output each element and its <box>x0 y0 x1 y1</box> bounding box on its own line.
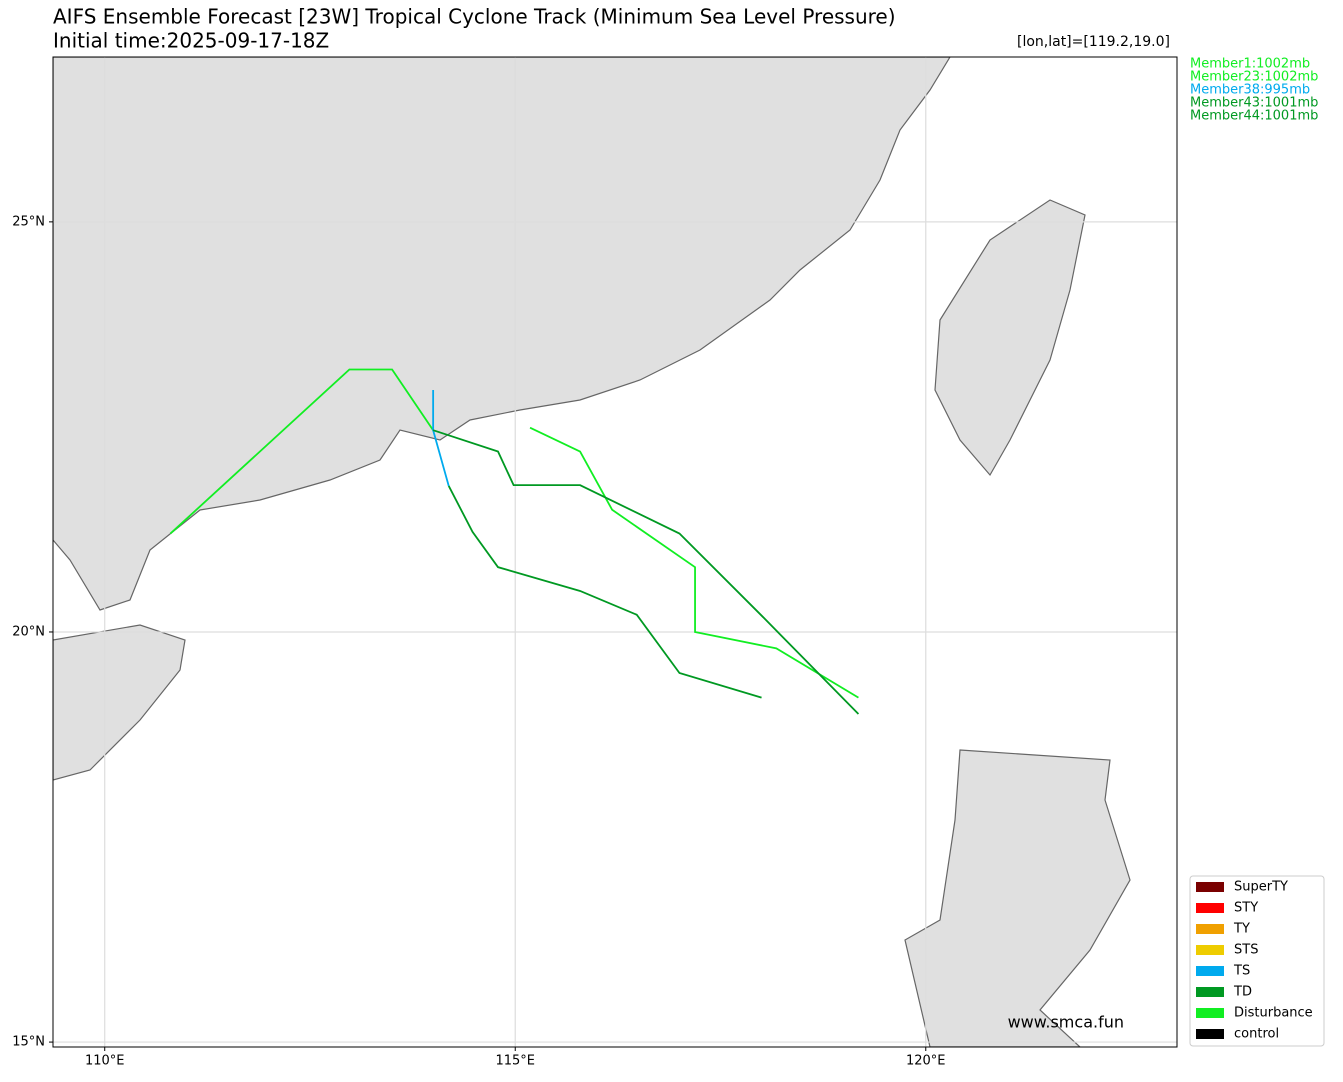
member-label: Member1:1002mb <box>1190 57 1310 72</box>
legend-label: TD <box>1233 985 1252 1000</box>
chart-subtitle: Initial time:2025-09-17-18Z <box>53 29 329 53</box>
annotation: [lon,lat]=[119.2,19.0] <box>1017 34 1170 50</box>
y-tick-label: 20°N <box>12 624 45 639</box>
legend-swatch <box>1196 1008 1224 1018</box>
grid <box>53 57 1177 1047</box>
legend-swatch <box>1196 903 1224 913</box>
track-line <box>432 429 860 715</box>
legend-label: control <box>1234 1027 1279 1042</box>
member-label: Member43:1001mb <box>1190 96 1318 111</box>
track-line <box>529 426 859 699</box>
legend-swatch <box>1196 882 1224 892</box>
legend-label: STY <box>1234 901 1258 916</box>
tracks <box>169 368 860 715</box>
x-tick-label: 110°E <box>85 1054 125 1069</box>
legend-box <box>1189 875 1325 1047</box>
legend-swatch <box>1196 945 1224 955</box>
land <box>53 57 1131 1047</box>
watermark: www.smca.fun <box>1008 1013 1124 1032</box>
legend-swatch <box>1196 987 1224 997</box>
member-label: Member38:995mb <box>1190 83 1310 98</box>
x-tick-label: 115°E <box>495 1054 535 1069</box>
member-label: Member23:1002mb <box>1190 70 1318 85</box>
legend-label: Disturbance <box>1234 1006 1313 1021</box>
map-frame <box>52 56 1178 1048</box>
legend-label: SuperTY <box>1234 880 1288 895</box>
legend-swatch <box>1196 924 1224 934</box>
y-tick-label: 15°N <box>12 1035 45 1050</box>
legend-swatch <box>1196 966 1224 976</box>
track-line <box>447 485 762 699</box>
legend-label: TS <box>1233 964 1250 979</box>
track-line <box>169 368 434 535</box>
chart-title: AIFS Ensemble Forecast [23W] Tropical Cy… <box>53 5 896 29</box>
legend-label: STS <box>1234 943 1258 958</box>
member-label: Member44:1001mb <box>1190 109 1318 124</box>
y-tick-label: 25°N <box>12 214 45 229</box>
legend-label: TY <box>1233 922 1250 937</box>
x-tick-label: 120°E <box>906 1054 946 1069</box>
legend-swatch <box>1196 1029 1224 1039</box>
